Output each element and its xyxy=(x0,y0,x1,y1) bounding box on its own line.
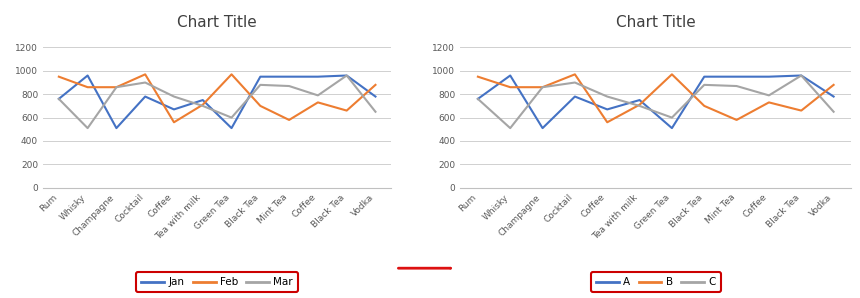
Legend: Jan, Feb, Mar: Jan, Feb, Mar xyxy=(136,272,298,292)
Title: Chart Title: Chart Title xyxy=(177,15,257,30)
Legend: A, B, C: A, B, C xyxy=(591,272,721,292)
Title: Chart Title: Chart Title xyxy=(616,15,696,30)
